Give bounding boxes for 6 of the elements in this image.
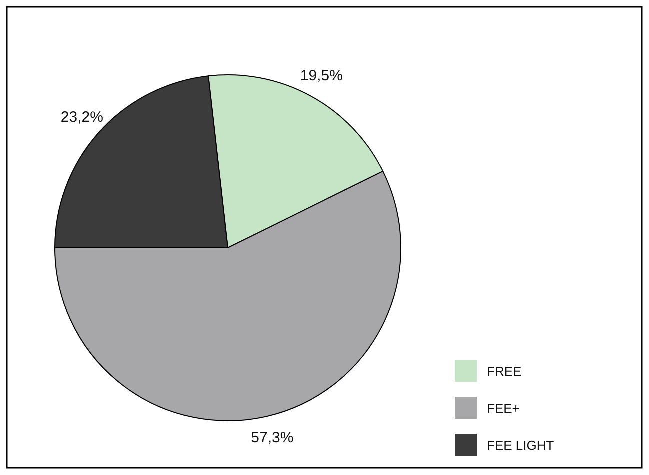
- data-label: 57,3%: [251, 429, 294, 446]
- legend-label: FREE: [487, 364, 522, 379]
- data-label: 19,5%: [300, 67, 343, 84]
- data-label: 23,2%: [60, 108, 104, 126]
- legend-label: FEE LIGHT: [487, 438, 554, 453]
- legend-label: FEE+: [487, 401, 520, 416]
